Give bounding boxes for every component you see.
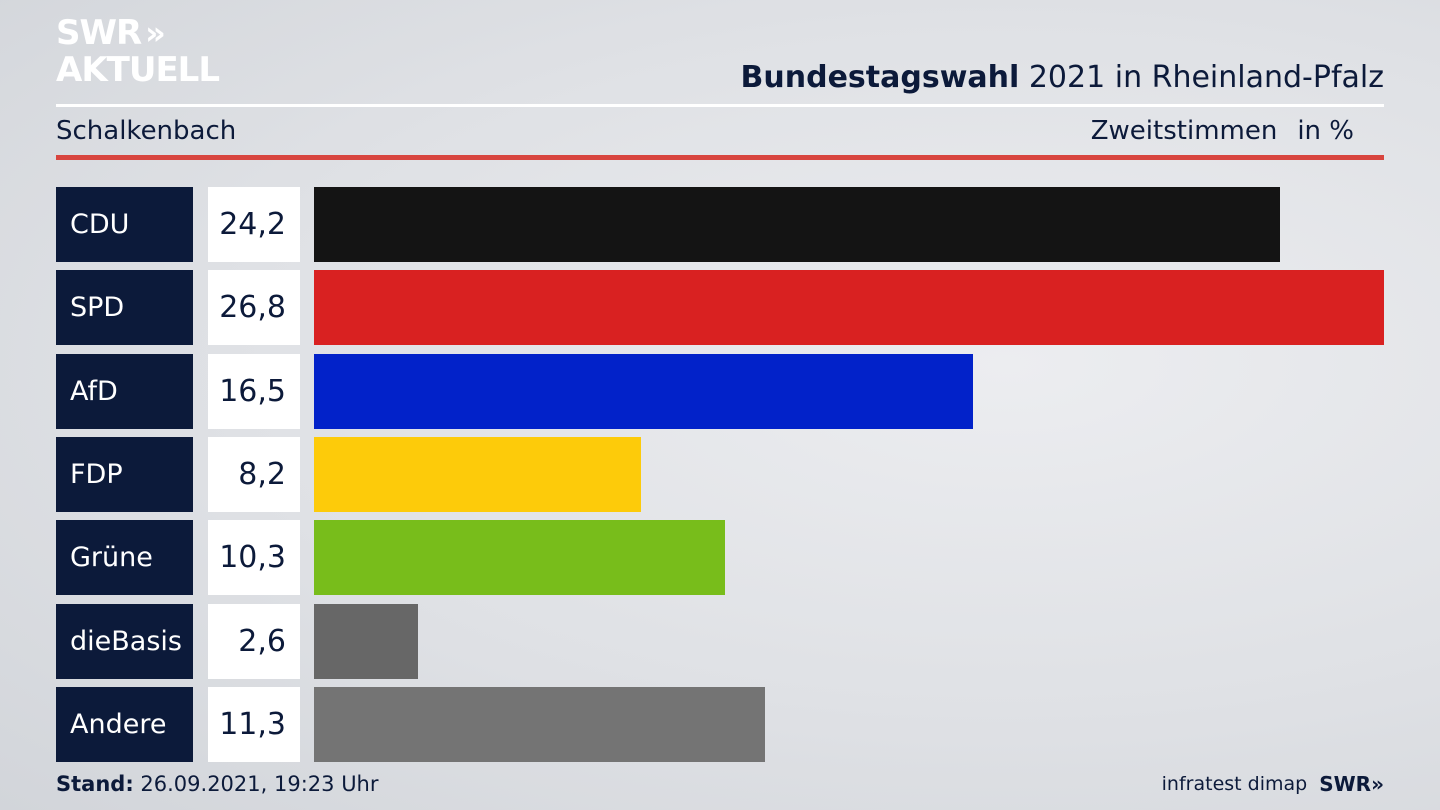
bar-row-grüne: Grüne 10,3 xyxy=(56,520,1384,596)
value-label: 16,5 xyxy=(208,353,300,429)
bar-afd xyxy=(314,353,973,429)
value-label: 8,2 xyxy=(208,436,300,512)
stand-label: Stand: xyxy=(56,772,134,796)
bar-grüne xyxy=(314,520,725,596)
bar-row-afd: AfD 16,5 xyxy=(56,353,1384,429)
header-divider-red xyxy=(56,155,1384,160)
bar-andere xyxy=(314,686,765,762)
chart-title-strong: Bundestagswahl xyxy=(740,60,1020,95)
party-label: Andere xyxy=(56,686,193,762)
party-label: SPD xyxy=(56,270,193,346)
party-label: Grüne xyxy=(56,520,193,596)
party-label: FDP xyxy=(56,436,193,512)
party-label: dieBasis xyxy=(56,603,193,679)
bar-row-spd: SPD 26,8 xyxy=(56,270,1384,346)
bar-row-diebasis: dieBasis 2,6 xyxy=(56,603,1384,679)
logo-swr-text: SWR xyxy=(56,13,142,53)
bar-row-andere: Andere 11,3 xyxy=(56,686,1384,762)
measure-label: Zweitstimmen in % xyxy=(1091,116,1354,146)
stand-value: 26.09.2021, 19:23 Uhr xyxy=(140,772,379,796)
source-credit: infratest dimap SWR» xyxy=(1162,772,1384,796)
timestamp: Stand: 26.09.2021, 19:23 Uhr xyxy=(56,772,379,796)
swr-brand-logo: SWR» xyxy=(1319,772,1384,796)
chart-title-rest: 2021 in Rheinland-Pfalz xyxy=(1028,60,1384,95)
unit-text: in % xyxy=(1297,116,1354,146)
logo-aktuell-text: AKTUELL xyxy=(56,50,220,90)
bar-fdp xyxy=(314,436,641,512)
party-label: CDU xyxy=(56,187,193,262)
measure-text: Zweitstimmen xyxy=(1090,116,1278,146)
bar-cdu xyxy=(314,187,1280,262)
header-divider-white xyxy=(56,104,1384,107)
logo-arrows-icon: » xyxy=(145,14,166,52)
bar-spd xyxy=(314,270,1384,346)
bar-row-cdu: CDU 24,2 xyxy=(56,187,1384,262)
swr-aktuell-logo: SWR » AKTUELL xyxy=(56,13,220,90)
source-text: infratest dimap xyxy=(1161,773,1308,795)
value-label: 24,2 xyxy=(208,187,300,262)
chart-title: Bundestagswahl 2021 in Rheinland-Pfalz xyxy=(741,60,1384,95)
location-label: Schalkenbach xyxy=(56,116,237,146)
party-label: AfD xyxy=(56,353,193,429)
bar-row-fdp: FDP 8,2 xyxy=(56,436,1384,512)
value-label: 10,3 xyxy=(208,520,300,596)
value-label: 11,3 xyxy=(208,686,300,762)
value-label: 26,8 xyxy=(208,270,300,346)
bar-diebasis xyxy=(314,603,418,679)
value-label: 2,6 xyxy=(208,603,300,679)
